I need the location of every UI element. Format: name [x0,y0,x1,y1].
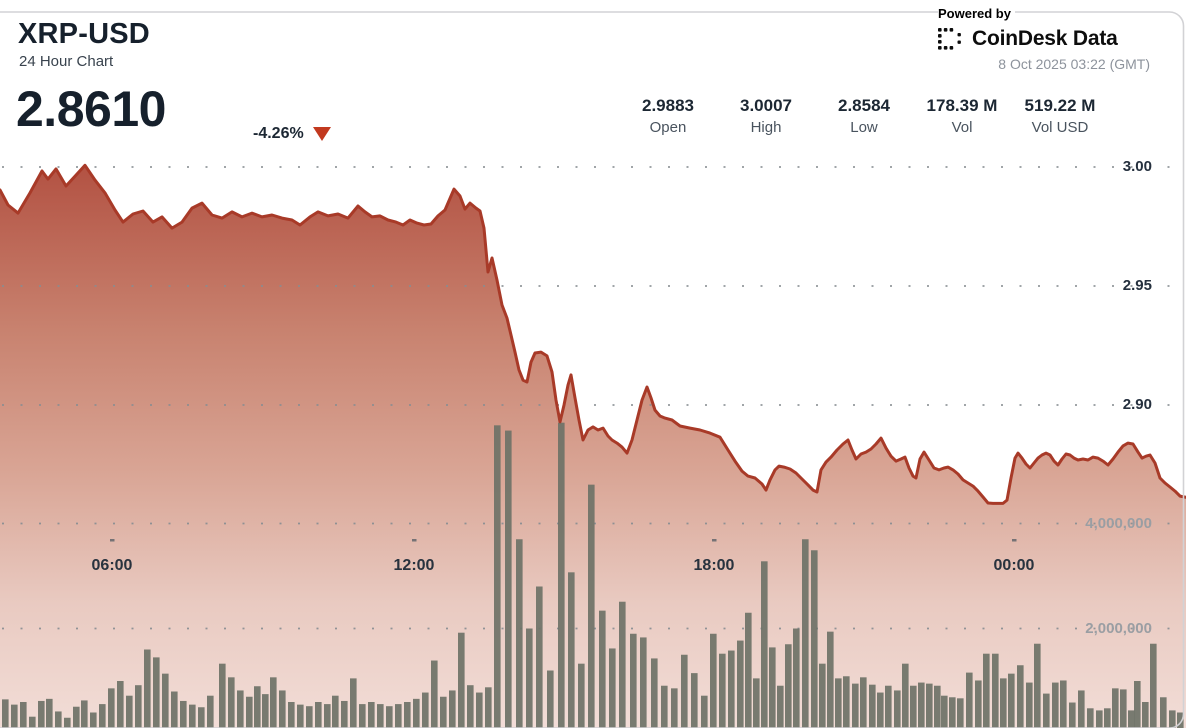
stats-row: 2.9883 Open 3.0007 High 2.8584 Low 178.3… [612,96,1102,136]
last-price: 2.8610 [16,81,166,137]
price-tick-2.95: 2.95 [1122,277,1152,294]
symbol-title: XRP-USD [18,18,150,50]
branding-block: Powered by CoinDesk Data 8 Oct 2025 03 [938,5,1150,72]
stat-value: 2.9883 [642,96,694,115]
provider-name[interactable]: CoinDesk Data [972,27,1118,50]
stat-label: Low [850,119,878,136]
stat-value: 178.39 M [926,96,998,115]
price-tick-3.00: 3.00 [1122,158,1152,175]
price-change-percent: -4.26% [253,125,304,142]
volume-tick-2m: 2,000,000 [1085,620,1152,637]
powered-by-label: Powered by [938,6,1015,21]
stat-open: 2.9883 Open [626,96,710,136]
stat-label: Vol USD [1031,119,1089,136]
down-arrow-icon [312,127,331,141]
stat-value: 2.8584 [838,96,890,115]
stat-label: Vol [951,119,973,136]
stat-low: 2.8584 Low [822,96,906,136]
stat-volume: 178.39 M Vol [920,96,1004,136]
price-change: -4.26% [253,125,331,143]
chart-timestamp: 8 Oct 2025 03:22 (GMT) [998,56,1150,72]
time-label: 06:00 [91,557,133,574]
volume-tick-4m: 4,000,000 [1085,515,1152,532]
stat-value: 3.0007 [740,96,792,115]
stat-label: Open [649,119,687,136]
time-label: 00:00 [993,557,1035,574]
time-label: 12:00 [393,557,435,574]
coindesk-logo-icon [938,28,961,50]
stat-value: 519.22 M [1024,96,1096,115]
stat-volume-usd: 519.22 M Vol USD [1018,96,1102,136]
stat-high: 3.0007 High [724,96,808,136]
stat-label: High [750,119,782,136]
price-tick-2.90: 2.90 [1122,396,1152,413]
time-label: 18:00 [693,557,735,574]
chart-period-subtitle: 24 Hour Chart [19,53,114,70]
